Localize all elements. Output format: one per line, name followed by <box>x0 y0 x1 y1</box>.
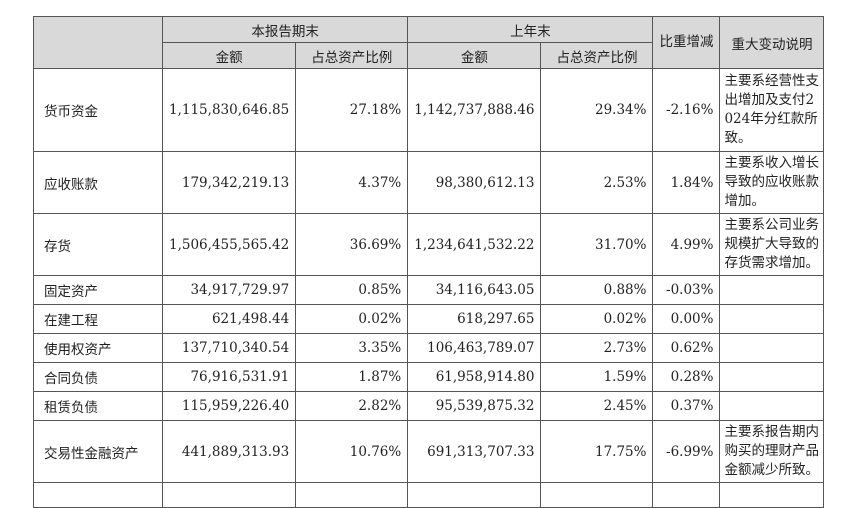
prior-amount: 61,958,914.80 <box>407 362 542 392</box>
prior-amount: 1,142,737,888.46 <box>407 68 542 152</box>
row-item: 使用权资产 <box>33 333 163 363</box>
row-item: 在建工程 <box>33 304 163 334</box>
row-item: 存货 <box>33 213 163 276</box>
table-row: 合同负债 76,916,531.91 1.87% 61,958,914.80 1… <box>33 362 825 392</box>
table-row: 在建工程 621,498.44 0.02% 618,297.65 0.02% 0… <box>33 304 825 334</box>
table-row-partial <box>33 482 825 508</box>
prior-amount: 618,297.65 <box>407 304 542 334</box>
row-item: 合同负债 <box>33 362 163 392</box>
table-row: 固定资产 34,917,729.97 0.85% 34,116,643.05 0… <box>33 275 825 305</box>
prior-amount: 691,313,707.33 <box>407 420 542 483</box>
current-amount: 621,498.44 <box>161 304 297 334</box>
current-amount: 76,916,531.91 <box>161 362 297 392</box>
prior-ratio: 29.34% <box>540 68 654 152</box>
prior-period-header: 上年末 <box>407 16 654 43</box>
prior-ratio: 0.02% <box>540 304 654 334</box>
prior-amount: 95,539,875.32 <box>407 391 542 421</box>
row-item: 固定资产 <box>33 275 163 305</box>
current-amount: 1,506,455,565.42 <box>161 213 297 276</box>
explanation-header: 重大变动说明 <box>719 16 825 69</box>
prior-ratio: 2.45% <box>540 391 654 421</box>
table-row: 存货 1,506,455,565.42 36.69% 1,234,641,532… <box>33 213 825 276</box>
change-note <box>719 304 825 334</box>
balance-sheet-change-table: 本报告期末 上年末 比重增减 重大变动说明 金额 占总资产比例 金额 占总资产比… <box>33 16 825 508</box>
row-item: 交易性金融资产 <box>33 420 163 483</box>
current-ratio: 4.37% <box>295 151 409 214</box>
ratio-change: 1.84% <box>652 151 721 214</box>
current-ratio: 10.76% <box>295 420 409 483</box>
change-note: 主要系收入增长导致的应收账款增加。 <box>719 151 825 214</box>
current-ratio: 27.18% <box>295 68 409 152</box>
change-note: 主要系报告期内购买的理财产品金额减少所致。 <box>719 420 825 483</box>
ratio-change: 0.62% <box>652 333 721 363</box>
ratio-change: 0.00% <box>652 304 721 334</box>
ratio-change: 0.28% <box>652 362 721 392</box>
current-ratio: 0.85% <box>295 275 409 305</box>
table-row: 使用权资产 137,710,340.54 3.35% 106,463,789.0… <box>33 333 825 363</box>
change-note: 主要系公司业务规模扩大导致的存货需求增加。 <box>719 213 825 276</box>
row-item: 应收账款 <box>33 151 163 214</box>
item-header <box>33 16 163 69</box>
current-ratio: 0.02% <box>295 304 409 334</box>
prior-ratio: 1.59% <box>540 362 654 392</box>
ratio-change: 0.37% <box>652 391 721 421</box>
prior-ratio: 2.73% <box>540 333 654 363</box>
current-amount: 137,710,340.54 <box>161 333 297 363</box>
table-row: 交易性金融资产 441,889,313.93 10.76% 691,313,70… <box>33 420 825 483</box>
change-note <box>719 333 825 363</box>
ratio-change: -6.99% <box>652 420 721 483</box>
prior-ratio: 31.70% <box>540 213 654 276</box>
ratio-change-header: 比重增减 <box>652 16 721 69</box>
table-row: 应收账款 179,342,219.13 4.37% 98,380,612.13 … <box>33 151 825 214</box>
prior-amount: 106,463,789.07 <box>407 333 542 363</box>
prior-amount: 34,116,643.05 <box>407 275 542 305</box>
prior-ratio: 0.88% <box>540 275 654 305</box>
change-note <box>719 362 825 392</box>
current-amount: 115,959,226.40 <box>161 391 297 421</box>
current-ratio: 3.35% <box>295 333 409 363</box>
current-ratio: 1.87% <box>295 362 409 392</box>
current-ratio: 2.82% <box>295 391 409 421</box>
ratio-change: 4.99% <box>652 213 721 276</box>
row-item: 租赁负债 <box>33 391 163 421</box>
change-note <box>719 275 825 305</box>
table-row: 租赁负债 115,959,226.40 2.82% 95,539,875.32 … <box>33 391 825 421</box>
prior-ratio: 2.53% <box>540 151 654 214</box>
current-amount: 441,889,313.93 <box>161 420 297 483</box>
current-amount-header: 金额 <box>161 42 297 69</box>
current-ratio: 36.69% <box>295 213 409 276</box>
current-ratio-header: 占总资产比例 <box>295 42 409 69</box>
prior-amount-header: 金额 <box>407 42 542 69</box>
ratio-change: -2.16% <box>652 68 721 152</box>
change-note: 主要系经营性支出增加及支付2024年分红款所致。 <box>719 68 825 152</box>
prior-amount: 1,234,641,532.22 <box>407 213 542 276</box>
table-row: 货币资金 1,115,830,646.85 27.18% 1,142,737,8… <box>33 68 825 152</box>
change-note <box>719 391 825 421</box>
prior-ratio: 17.75% <box>540 420 654 483</box>
prior-ratio-header: 占总资产比例 <box>540 42 654 69</box>
ratio-change: -0.03% <box>652 275 721 305</box>
current-period-header: 本报告期末 <box>161 16 409 43</box>
prior-amount: 98,380,612.13 <box>407 151 542 214</box>
current-amount: 1,115,830,646.85 <box>161 68 297 152</box>
row-item: 货币资金 <box>33 68 163 152</box>
current-amount: 34,917,729.97 <box>161 275 297 305</box>
current-amount: 179,342,219.13 <box>161 151 297 214</box>
